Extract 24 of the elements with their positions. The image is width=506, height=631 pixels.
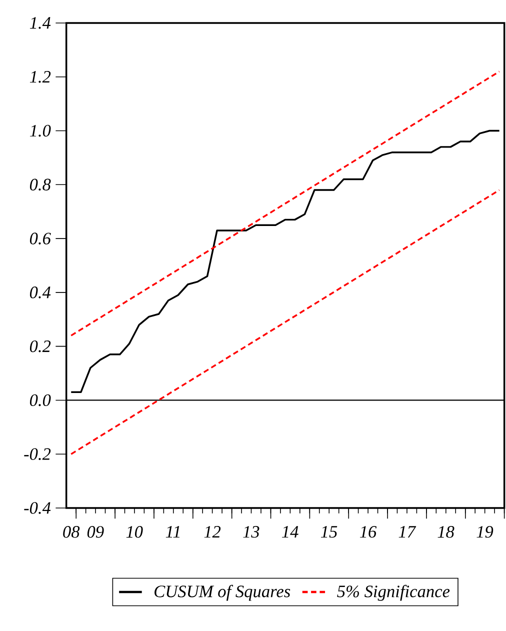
legend-label: CUSUM of Squares — [154, 584, 290, 601]
x-tick-label: 19 — [476, 526, 493, 538]
legend-label: 5% Significance — [336, 584, 450, 601]
x-tick-label: 11 — [166, 526, 180, 538]
x-tick-label: 15 — [320, 526, 337, 538]
x-tick-label: 13 — [242, 526, 260, 538]
x-tick-label: 17 — [398, 526, 416, 538]
y-tick-label: 1.2 — [30, 71, 50, 83]
y-tick-label: 0.4 — [30, 286, 50, 298]
x-tick-label: 18 — [438, 526, 454, 538]
x-tick-label: 08 — [62, 526, 80, 538]
y-tick-label: -0.4 — [24, 502, 50, 514]
y-tick-label: -0.2 — [24, 448, 50, 460]
x-tick-label: 12 — [204, 526, 220, 538]
y-tick-label: 0.6 — [30, 232, 51, 244]
y-tick-label: 0.0 — [30, 394, 51, 406]
x-tick-label: 10 — [126, 526, 143, 538]
y-tick-label: 1.0 — [30, 124, 51, 137]
x-tick-label: 16 — [360, 526, 376, 538]
y-tick-label: 1.4 — [30, 17, 50, 29]
x-tick-label: 14 — [282, 526, 298, 538]
y-tick-label: 0.8 — [30, 178, 51, 191]
y-tick-label: 0.2 — [30, 340, 50, 352]
x-tick-label: 09 — [87, 526, 104, 538]
